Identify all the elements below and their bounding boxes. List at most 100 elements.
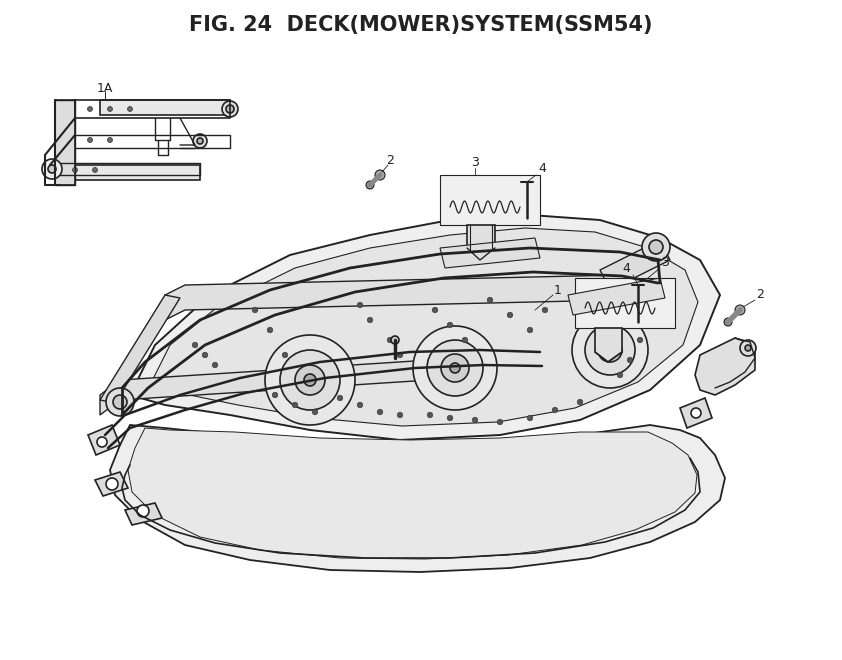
Text: FIG. 24  DECK(MOWER)SYSTEM(SSM54): FIG. 24 DECK(MOWER)SYSTEM(SSM54) <box>189 15 653 35</box>
Polygon shape <box>440 238 540 268</box>
Circle shape <box>97 437 107 447</box>
Polygon shape <box>100 100 230 115</box>
Circle shape <box>450 363 460 373</box>
Polygon shape <box>130 215 720 440</box>
Circle shape <box>572 312 648 388</box>
Circle shape <box>337 395 343 401</box>
Circle shape <box>507 312 513 318</box>
Circle shape <box>447 415 453 421</box>
Polygon shape <box>695 338 755 395</box>
Circle shape <box>605 345 615 355</box>
Polygon shape <box>595 328 622 362</box>
Polygon shape <box>125 503 162 525</box>
Circle shape <box>527 415 533 421</box>
Text: 2: 2 <box>756 288 764 302</box>
Circle shape <box>267 327 273 333</box>
Circle shape <box>88 137 93 143</box>
Text: 3: 3 <box>661 255 669 269</box>
Polygon shape <box>467 225 495 260</box>
Circle shape <box>106 388 134 416</box>
Polygon shape <box>95 472 128 496</box>
Circle shape <box>427 340 483 396</box>
Circle shape <box>108 106 113 112</box>
Circle shape <box>272 392 278 398</box>
Circle shape <box>391 336 399 344</box>
Polygon shape <box>575 278 675 328</box>
Circle shape <box>432 307 438 313</box>
Circle shape <box>127 106 132 112</box>
Circle shape <box>578 399 583 405</box>
Circle shape <box>357 402 363 408</box>
Circle shape <box>745 345 751 351</box>
Polygon shape <box>88 425 120 455</box>
Polygon shape <box>100 295 180 403</box>
Circle shape <box>552 407 557 412</box>
Polygon shape <box>165 275 640 320</box>
Text: 2: 2 <box>386 154 394 166</box>
Circle shape <box>137 505 149 517</box>
Circle shape <box>387 337 393 343</box>
Circle shape <box>48 165 56 173</box>
Circle shape <box>527 327 533 333</box>
Circle shape <box>312 409 317 414</box>
Circle shape <box>197 138 203 144</box>
Circle shape <box>253 307 258 313</box>
Circle shape <box>72 168 77 172</box>
Circle shape <box>212 362 218 368</box>
Circle shape <box>108 137 113 143</box>
Circle shape <box>427 412 433 418</box>
Circle shape <box>292 402 298 408</box>
Circle shape <box>377 409 383 414</box>
Text: 3: 3 <box>471 156 479 170</box>
Polygon shape <box>440 175 540 225</box>
Circle shape <box>642 233 670 261</box>
Circle shape <box>691 408 701 418</box>
Circle shape <box>42 159 62 179</box>
Circle shape <box>617 372 623 378</box>
Circle shape <box>193 134 207 148</box>
Polygon shape <box>110 425 725 572</box>
Circle shape <box>735 305 745 315</box>
Circle shape <box>441 354 469 382</box>
Circle shape <box>357 302 363 308</box>
Circle shape <box>447 322 453 328</box>
Circle shape <box>462 337 468 343</box>
Circle shape <box>265 335 355 425</box>
Circle shape <box>280 350 340 410</box>
Circle shape <box>740 340 756 356</box>
Polygon shape <box>150 228 698 426</box>
Text: 4: 4 <box>538 162 546 174</box>
Circle shape <box>413 326 497 410</box>
Polygon shape <box>568 278 665 315</box>
Circle shape <box>282 352 288 358</box>
Circle shape <box>226 105 234 113</box>
Polygon shape <box>100 360 450 415</box>
Circle shape <box>375 170 385 180</box>
Circle shape <box>724 318 732 326</box>
Circle shape <box>598 338 622 362</box>
Text: 1A: 1A <box>97 81 113 94</box>
Circle shape <box>497 419 503 425</box>
Circle shape <box>627 357 633 363</box>
Circle shape <box>106 478 118 490</box>
Circle shape <box>472 417 477 423</box>
Polygon shape <box>680 398 712 428</box>
Circle shape <box>637 337 642 343</box>
Circle shape <box>202 352 208 358</box>
Circle shape <box>397 352 402 358</box>
Circle shape <box>304 374 316 386</box>
Circle shape <box>88 106 93 112</box>
Circle shape <box>113 395 127 409</box>
Circle shape <box>192 342 198 348</box>
Circle shape <box>367 317 373 323</box>
Circle shape <box>295 365 325 395</box>
Circle shape <box>93 168 98 172</box>
Circle shape <box>488 297 493 303</box>
Polygon shape <box>55 100 75 185</box>
Polygon shape <box>55 165 200 180</box>
Circle shape <box>397 412 402 418</box>
Polygon shape <box>128 428 697 559</box>
Circle shape <box>649 240 663 254</box>
Circle shape <box>222 101 238 117</box>
Text: 1: 1 <box>554 284 562 296</box>
